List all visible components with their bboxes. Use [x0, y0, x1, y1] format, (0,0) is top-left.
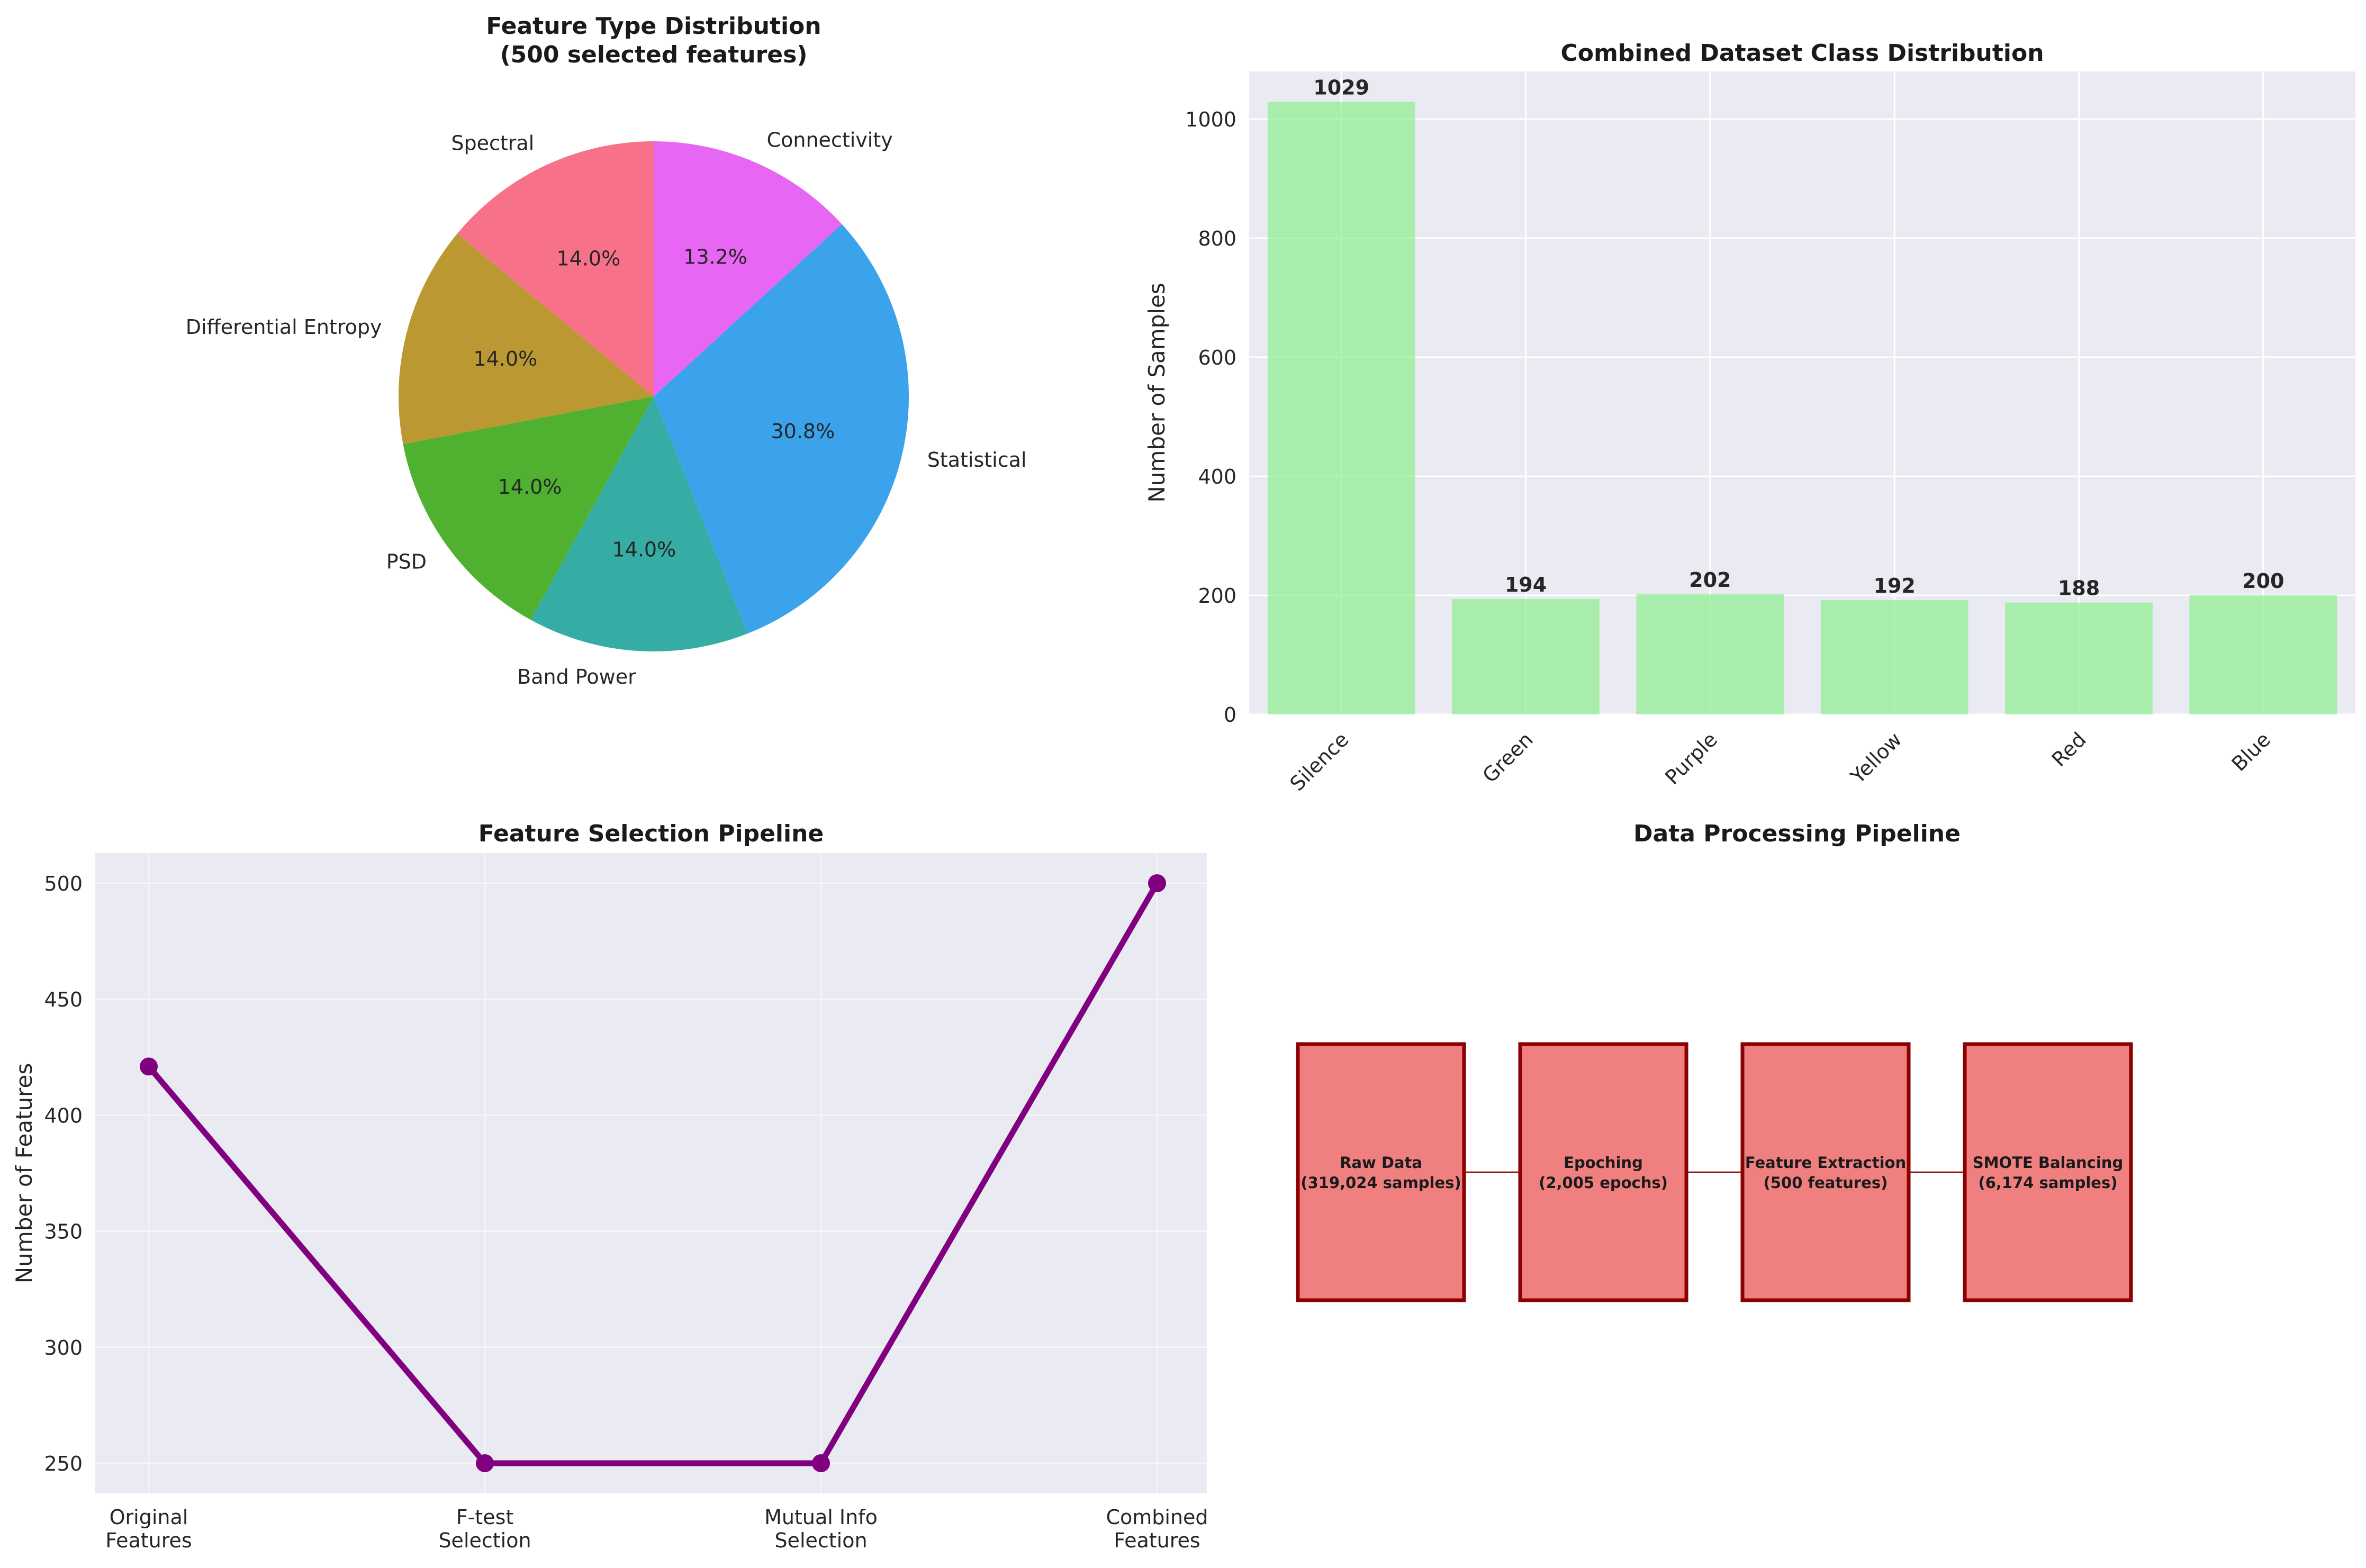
line-x-tick-label: Mutual Info [764, 1506, 878, 1529]
bar-panel: 0 200 400 600 800 1000 1029 Silence 194 Green 202 P… [1144, 40, 2355, 795]
diagram-box [1296, 1042, 1466, 1302]
bar-x-tick-label: Red [2047, 728, 2091, 771]
pie-panel: Feature Type Distribution (500 selected … [186, 13, 1027, 688]
pie-slice [398, 233, 654, 445]
pie-slice-percent: 30.8% [771, 420, 835, 443]
pie-title-line1: Feature Type Distribution [486, 13, 821, 40]
bar [2005, 602, 2153, 714]
pie-slice-percent: 14.0% [557, 247, 621, 270]
pie-slice [403, 396, 654, 620]
line-y-tick-label: 500 [44, 872, 83, 895]
pie-slice [457, 141, 654, 396]
diagram-box-title: SMOTE Balancing [1973, 1154, 2123, 1172]
bar-value-label: 194 [1505, 573, 1547, 596]
line-x-tick-label: Features [105, 1529, 192, 1552]
diagram-box-detail: (500 features) [1764, 1174, 1888, 1192]
line-y-axis-label: Number of Features [11, 1063, 37, 1284]
bar-y-tick-label: 1000 [1185, 108, 1236, 131]
pie-slice-label: Statistical [927, 448, 1027, 472]
bar-bars [1267, 102, 2337, 714]
line-y-tick-label: 250 [44, 1452, 83, 1475]
line-title: Feature Selection Pipeline [478, 820, 824, 847]
diagram-box-title: Raw Data [1340, 1154, 1422, 1172]
bar [1820, 600, 1968, 714]
bar-x-tick-label: Purple [1660, 728, 1722, 789]
bar-x-tick-label: Yellow [1846, 728, 1907, 788]
pie-slice-label: Band Power [517, 665, 636, 688]
bar-value-label: 192 [1874, 574, 1916, 597]
line-x-tick-label: Selection [438, 1529, 531, 1552]
bar-y-tick-label: 200 [1198, 584, 1236, 608]
bar-grid [1249, 71, 2355, 715]
line-x-tick-label: Combined [1106, 1506, 1208, 1529]
line-y-tick-label: 450 [44, 988, 83, 1011]
pie-slice-label: Connectivity [767, 129, 893, 152]
pie-labels: 14.0% Spectral 14.0% Differential Entropy 14… [186, 129, 1027, 688]
line-x-tick-label: F-test [456, 1506, 514, 1529]
line-x-tick-label: Selection [774, 1529, 867, 1552]
pie-slice-label: PSD [386, 550, 427, 574]
bar-axes-background [1249, 71, 2355, 714]
diagram-panel: Data Processing Pipeline Raw Data (319,02… [1296, 820, 2133, 1302]
line-x-tick-label: Original [110, 1506, 188, 1529]
bar-y-tick-label: 800 [1198, 227, 1236, 250]
diagram-boxes: Raw Data (319,024 samples) Epoching (2,005 … [1296, 1042, 2133, 1302]
pie-slice-percent: 14.0% [612, 538, 676, 561]
line-y-tick-label: 400 [44, 1104, 83, 1127]
line-y-tick-label: 300 [44, 1336, 83, 1359]
pie-slice-percent: 13.2% [683, 245, 747, 268]
bar-x-tick-label: Silence [1286, 728, 1353, 795]
pie-slice [654, 224, 909, 634]
bar-title: Combined Dataset Class Distribution [1560, 40, 2044, 67]
diagram-box-detail: (6,174 samples) [1978, 1174, 2117, 1192]
diagram-box-title: Feature Extraction [1745, 1154, 1906, 1172]
pie-slice [654, 141, 842, 396]
diagram-box-detail: (2,005 epochs) [1539, 1174, 1668, 1192]
bar-value-label: 1029 [1313, 76, 1369, 99]
bar [1636, 594, 1784, 714]
bar-value-label: 200 [2242, 569, 2284, 593]
pie-slice-label: Spectral [451, 131, 534, 155]
line-point [140, 1057, 158, 1076]
line-point [812, 1454, 830, 1473]
line-panel: 250300350400450500OriginalFeaturesF-test… [11, 820, 1208, 1552]
bar [2189, 595, 2337, 714]
diagram-box [1740, 1042, 1911, 1302]
line-series [140, 874, 1166, 1473]
bar-y-tick-label: 400 [1198, 465, 1236, 488]
line-point [1148, 874, 1166, 892]
line-series-path [146, 882, 1160, 1466]
line-ticks: 250300350400450500OriginalFeaturesF-test… [44, 872, 1208, 1552]
line-axes-background [95, 853, 1207, 1493]
pie-slice-percent: 14.0% [474, 347, 538, 370]
diagram-box [1518, 1042, 1688, 1302]
pie-slice-label: Differential Entropy [186, 315, 382, 339]
bar-y-tick-label: 600 [1198, 346, 1236, 369]
line-x-tick-label: Features [1114, 1529, 1200, 1552]
diagram-box [1963, 1042, 2133, 1302]
bar-value-label: 202 [1689, 568, 1731, 592]
diagram-box-title: Epoching [1564, 1154, 1643, 1172]
bar-y-tick-label: 0 [1224, 703, 1236, 727]
bar-x-tick-label: Green [1478, 728, 1537, 787]
diagram-box-detail: (319,024 samples) [1301, 1174, 1461, 1192]
line-point [476, 1454, 494, 1473]
bar-value-label: 188 [2058, 577, 2100, 600]
pie-slices [398, 141, 909, 651]
bar [1267, 102, 1415, 714]
diagram-title: Data Processing Pipeline [1633, 820, 1961, 847]
pie-slice-percent: 14.0% [498, 475, 562, 499]
bar-y-axis-label: Number of Samples [1144, 283, 1170, 502]
bar [1452, 599, 1600, 714]
bar-x-tick-label: Blue [2227, 728, 2275, 776]
pie-slice [530, 396, 748, 651]
pie-title-line2: (500 selected features) [500, 41, 808, 68]
line-y-tick-label: 350 [44, 1220, 83, 1244]
